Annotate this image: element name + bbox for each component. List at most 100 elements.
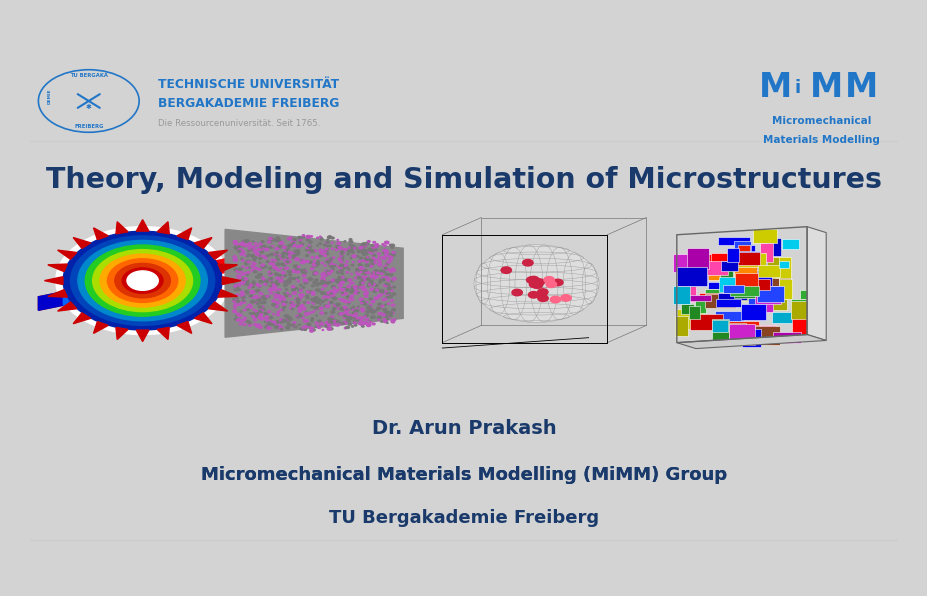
Polygon shape: [188, 262, 213, 280]
Circle shape: [349, 240, 351, 241]
Circle shape: [287, 262, 289, 263]
Circle shape: [263, 283, 266, 285]
Circle shape: [346, 249, 349, 252]
Circle shape: [364, 271, 368, 273]
Circle shape: [252, 250, 255, 252]
Circle shape: [343, 300, 348, 303]
Circle shape: [287, 238, 291, 240]
Circle shape: [386, 263, 388, 265]
FancyBboxPatch shape: [736, 253, 765, 267]
Circle shape: [292, 243, 295, 244]
Circle shape: [329, 258, 332, 260]
Circle shape: [354, 277, 357, 279]
Circle shape: [264, 283, 267, 285]
Circle shape: [334, 324, 336, 325]
Circle shape: [390, 290, 392, 291]
Circle shape: [256, 245, 259, 247]
Circle shape: [292, 289, 294, 290]
Circle shape: [295, 298, 297, 299]
FancyBboxPatch shape: [778, 261, 789, 268]
FancyBboxPatch shape: [672, 286, 690, 304]
Circle shape: [338, 247, 342, 250]
Circle shape: [262, 248, 264, 249]
Text: Micromechanical: Micromechanical: [771, 116, 870, 126]
Circle shape: [264, 280, 268, 283]
Circle shape: [324, 254, 326, 255]
Circle shape: [252, 249, 255, 250]
Circle shape: [385, 250, 387, 252]
Circle shape: [242, 274, 245, 275]
Circle shape: [273, 260, 276, 261]
FancyBboxPatch shape: [753, 229, 776, 243]
FancyBboxPatch shape: [747, 298, 761, 309]
Circle shape: [254, 267, 258, 269]
Circle shape: [347, 285, 350, 288]
FancyBboxPatch shape: [725, 321, 758, 336]
Circle shape: [255, 302, 257, 303]
Circle shape: [385, 264, 387, 266]
Circle shape: [261, 296, 265, 299]
Circle shape: [340, 252, 344, 254]
Circle shape: [357, 320, 358, 321]
Circle shape: [239, 323, 242, 325]
Circle shape: [285, 263, 286, 264]
Circle shape: [265, 316, 269, 318]
Circle shape: [368, 308, 372, 310]
Polygon shape: [113, 277, 138, 295]
Circle shape: [375, 244, 378, 246]
Circle shape: [234, 289, 237, 291]
Circle shape: [269, 316, 273, 319]
Circle shape: [383, 309, 386, 311]
Circle shape: [313, 250, 316, 252]
Circle shape: [233, 311, 236, 313]
Circle shape: [355, 315, 357, 316]
Circle shape: [376, 316, 381, 319]
Circle shape: [241, 242, 245, 245]
Circle shape: [261, 266, 264, 268]
Circle shape: [259, 249, 260, 250]
Circle shape: [317, 320, 321, 322]
Polygon shape: [94, 321, 108, 333]
FancyBboxPatch shape: [690, 315, 722, 330]
Circle shape: [268, 279, 271, 281]
Circle shape: [249, 313, 251, 314]
Polygon shape: [48, 290, 68, 297]
Circle shape: [253, 271, 257, 273]
Circle shape: [299, 315, 302, 316]
Circle shape: [237, 250, 240, 252]
Circle shape: [248, 287, 250, 288]
Circle shape: [369, 320, 371, 321]
Circle shape: [251, 283, 255, 285]
Circle shape: [376, 259, 379, 260]
FancyBboxPatch shape: [704, 262, 726, 280]
Circle shape: [281, 319, 284, 321]
Circle shape: [327, 273, 331, 275]
Text: DEMIE: DEMIE: [47, 88, 51, 104]
Circle shape: [377, 271, 379, 273]
Circle shape: [311, 263, 313, 265]
Circle shape: [295, 269, 298, 271]
Circle shape: [377, 319, 379, 320]
Circle shape: [252, 246, 255, 247]
Circle shape: [239, 271, 242, 273]
Circle shape: [307, 323, 311, 325]
Circle shape: [379, 313, 382, 315]
Circle shape: [391, 287, 393, 288]
Circle shape: [300, 260, 302, 261]
Circle shape: [309, 237, 311, 238]
Circle shape: [248, 267, 250, 268]
Circle shape: [295, 271, 299, 273]
Circle shape: [316, 237, 318, 238]
Circle shape: [325, 270, 327, 272]
Circle shape: [237, 289, 240, 291]
Circle shape: [270, 246, 273, 248]
Circle shape: [325, 249, 327, 250]
Circle shape: [249, 291, 253, 293]
Circle shape: [327, 294, 329, 296]
Circle shape: [271, 263, 274, 265]
Circle shape: [357, 274, 359, 275]
Circle shape: [234, 318, 236, 320]
Circle shape: [296, 299, 299, 301]
Circle shape: [323, 297, 324, 298]
Circle shape: [339, 259, 343, 260]
